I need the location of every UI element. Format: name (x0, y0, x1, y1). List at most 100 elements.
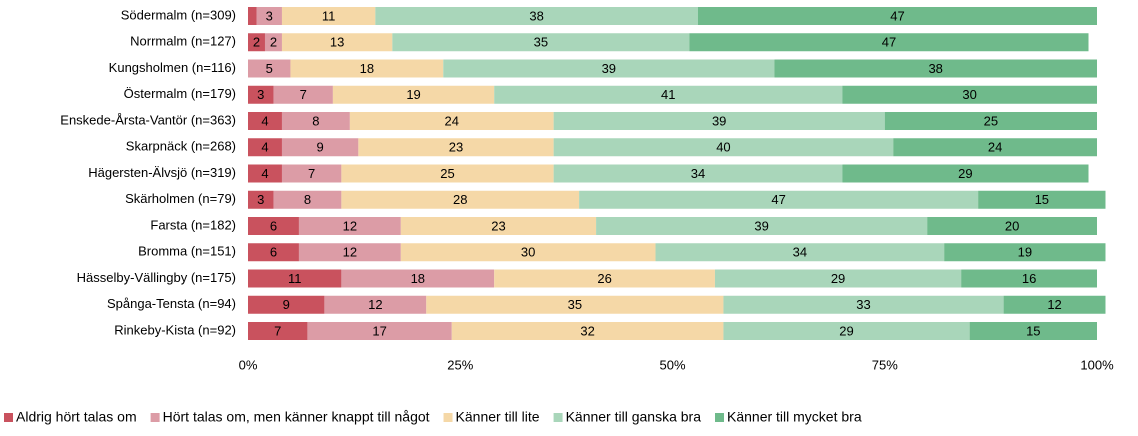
bar-segment (248, 217, 299, 235)
bar-segment (596, 217, 928, 235)
legend-swatch (150, 413, 160, 422)
legend-swatch (443, 413, 453, 422)
bar-segment (281, 138, 359, 157)
value-label: 18 (411, 271, 425, 286)
bar-segment (281, 7, 376, 25)
legend-label: Känner till ganska bra (566, 409, 702, 425)
category-label: Södermalm (n=309) (121, 7, 236, 22)
category-label: Rinkeby-Kista (n=92) (114, 322, 236, 337)
value-label: 11 (288, 271, 302, 286)
legend-swatch (715, 413, 724, 422)
bar-segment (400, 217, 597, 235)
value-label: 32 (580, 323, 594, 338)
value-label: 8 (312, 113, 319, 128)
bar-segment (281, 112, 350, 130)
value-label: 38 (529, 8, 543, 23)
x-tick-label: 100% (1080, 357, 1114, 372)
legend-swatch (4, 413, 13, 422)
bar-segment (978, 190, 1106, 209)
bar-segment (1003, 295, 1106, 314)
bar-segment (400, 243, 656, 262)
bar-segment (248, 322, 308, 340)
bar-segment (248, 59, 291, 78)
value-label: 29 (831, 271, 845, 286)
value-label: 26 (597, 271, 611, 286)
value-label: 4 (261, 113, 268, 128)
value-label: 16 (1022, 271, 1036, 286)
value-label: 47 (771, 192, 785, 207)
bar-segment (341, 269, 495, 288)
category-label: Spånga-Tensta (n=94) (107, 296, 236, 311)
value-label: 28 (453, 192, 467, 207)
value-label: 30 (521, 245, 535, 260)
category-label: Skarpnäck (n=268) (126, 139, 236, 154)
bar-segment (969, 322, 1097, 340)
value-label: 20 (1005, 218, 1019, 233)
value-label: 39 (712, 113, 726, 128)
bar-segment (553, 138, 894, 157)
value-label: 11 (322, 8, 336, 23)
value-label: 7 (300, 87, 307, 102)
legend-label: Aldrig hört talas om (16, 409, 137, 425)
value-label: 15 (1026, 323, 1040, 338)
bar-segment (341, 190, 580, 209)
value-label: 8 (304, 192, 311, 207)
bar-segment (281, 164, 342, 183)
bar-segment (944, 243, 1106, 262)
bar-segment (723, 322, 970, 340)
x-tick-label: 0% (239, 357, 258, 372)
bar-segment (451, 322, 724, 340)
value-label: 4 (261, 140, 268, 155)
value-label: 47 (890, 8, 904, 23)
legend-label: Känner till lite (456, 409, 540, 425)
bar-segment (298, 243, 401, 262)
bar-segment (264, 33, 282, 52)
value-label: 4 (261, 166, 268, 181)
bar-segment (248, 190, 274, 209)
bar-segment (256, 7, 282, 25)
value-label: 3 (266, 8, 273, 23)
bar-segment (774, 59, 1097, 78)
value-label: 41 (661, 87, 675, 102)
bar-segment (697, 7, 1097, 25)
bar-segment (248, 269, 342, 288)
bar-segment (290, 59, 444, 78)
bar-segment (494, 85, 843, 104)
value-label: 47 (882, 35, 896, 50)
value-label: 34 (691, 166, 705, 181)
value-label: 35 (568, 297, 582, 312)
bar-segment (842, 164, 1089, 183)
bar-segment (689, 33, 1089, 52)
value-label: 15 (1035, 192, 1049, 207)
value-label: 34 (793, 245, 807, 260)
category-label: Bromma (n=151) (138, 244, 236, 259)
value-label: 25 (440, 166, 454, 181)
bar-segment (723, 295, 1004, 314)
value-label: 29 (958, 166, 972, 181)
value-label: 23 (491, 218, 505, 233)
value-label: 39 (602, 61, 616, 76)
bar-segment (553, 112, 885, 130)
value-label: 30 (962, 87, 976, 102)
bar-segment (332, 85, 495, 104)
value-label: 39 (754, 218, 768, 233)
category-label: Skärholmen (n=79) (125, 191, 236, 206)
category-label: Farsta (n=182) (150, 217, 236, 232)
bar-segment (893, 138, 1097, 157)
bar-segment (884, 112, 1097, 130)
bar-segment (961, 269, 1097, 288)
bar-segment (324, 295, 427, 314)
bar-segment (579, 190, 979, 209)
bar-segment (714, 269, 962, 288)
value-label: 25 (984, 113, 998, 128)
bar-segment (248, 138, 282, 157)
legend-label: Känner till mycket bra (727, 409, 862, 425)
x-tick-label: 50% (659, 357, 685, 372)
bar-segment (341, 164, 554, 183)
bar-segment (426, 295, 724, 314)
value-label: 33 (856, 297, 870, 312)
bar-segment (248, 85, 274, 104)
x-tick-label: 25% (447, 357, 473, 372)
value-label: 3 (257, 87, 264, 102)
